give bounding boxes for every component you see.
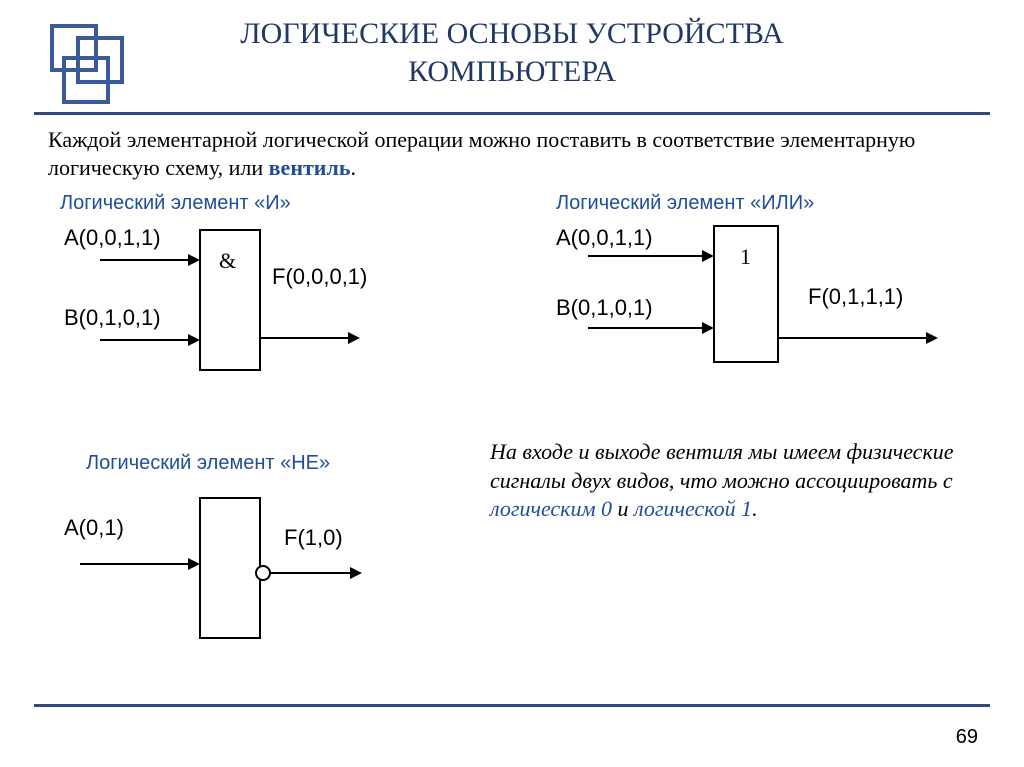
intro-post: . — [350, 155, 356, 180]
and-symbol: & — [219, 248, 236, 273]
page-title: ЛОГИЧЕСКИЕ ОСНОВЫ УСТРОЙСТВА КОМПЬЮТЕРА — [0, 15, 1024, 90]
intro-text: Каждой элементарной логической операции … — [48, 126, 976, 181]
intro-accent: вентиль — [269, 155, 351, 180]
explain-pre: На входе и выходе вентиля мы имеем физич… — [490, 439, 954, 493]
title-line-2: КОМПЬЮТЕРА — [408, 55, 616, 88]
explanation-text: На входе и выходе вентиля мы имеем физич… — [490, 438, 970, 524]
not-gate-diagram — [60, 488, 400, 648]
page-number: 69 — [956, 726, 978, 749]
slide: ЛОГИЧЕСКИЕ ОСНОВЫ УСТРОЙСТВА КОМПЬЮТЕРА … — [0, 0, 1024, 767]
not-gate-title: Логический элемент «НЕ» — [86, 452, 330, 475]
and-gate-title: Логический элемент «И» — [60, 192, 291, 215]
explain-blue-2: логической 1 — [634, 496, 752, 521]
title-line-1: ЛОГИЧЕСКИЕ ОСНОВЫ УСТРОЙСТВА — [240, 17, 783, 50]
explain-blue-1: логическим 0 — [490, 496, 612, 521]
explain-post: . — [752, 496, 758, 521]
or-gate-title: Логический элемент «ИЛИ» — [556, 192, 814, 215]
divider-bottom — [34, 704, 990, 707]
intro-pre: Каждой элементарной логической операции … — [48, 127, 915, 180]
or-symbol: 1 — [740, 244, 751, 269]
or-gate-diagram: 1 — [548, 220, 968, 380]
and-gate-diagram: & — [60, 220, 400, 390]
divider-top — [34, 112, 990, 115]
explain-mid: и — [612, 496, 634, 521]
